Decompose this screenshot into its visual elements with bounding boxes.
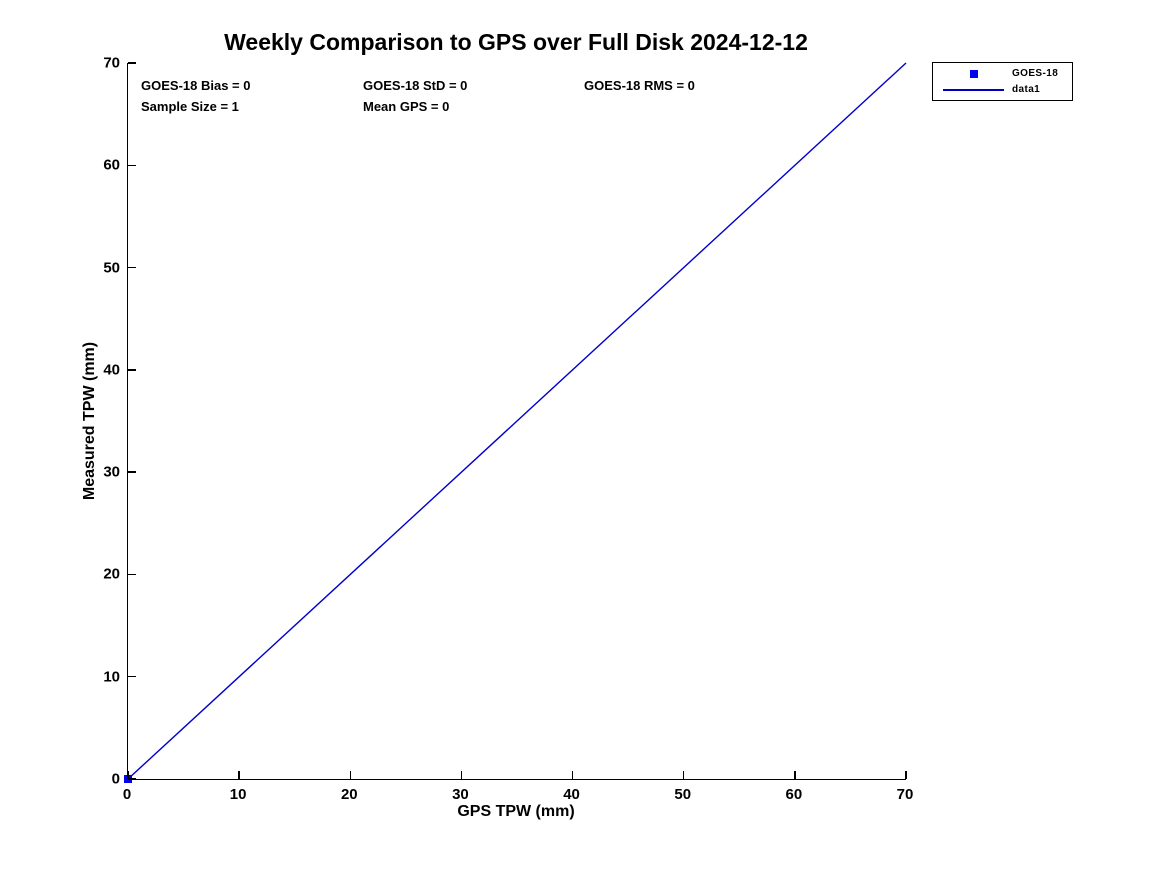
stat-annotation: GOES-18 StD = 0 [363,78,468,93]
y-tickmark [128,471,136,473]
y-tick-label: 50 [103,259,120,277]
x-tick-label: 50 [674,786,692,803]
square-marker-icon [969,69,978,78]
y-tickmark [128,675,136,678]
y-tickmark [128,62,136,64]
y-tick-labels: 0 10 20 30 40 50 60 70 [57,55,120,788]
line-sample-icon [943,88,1004,91]
y-tick-label: 70 [103,54,120,72]
y-tick-label: 10 [103,668,120,686]
y-tickmark [128,164,136,167]
plot-area: GOES-18 Bias = 0 GOES-18 StD = 0 GOES-18 R… [124,62,907,783]
y-tickmark [128,266,136,269]
x-tickmark [460,771,463,779]
x-tickmark [571,771,574,779]
x-tick-label: 20 [340,786,358,803]
legend-entry: data1 [933,82,1072,97]
x-tick-label: 60 [785,786,803,803]
stat-annotation: GOES-18 Bias = 0 [141,78,251,93]
y-tick-label: 40 [103,361,120,379]
chart-title: Weekly Comparison to GPS over Full Disk … [224,29,808,55]
y-tickmark [128,778,136,780]
x-axis-label: GPS TPW (mm) [457,803,575,820]
x-tick-label: 30 [452,786,469,803]
y-tick-label: 20 [103,565,120,583]
x-tickmark [905,771,907,779]
y-tick-label: 60 [103,156,120,174]
x-tickmark [794,771,796,779]
legend-entry-label: data1 [1012,84,1041,95]
x-tickmark [349,771,352,779]
y-tick-label: 0 [111,770,120,788]
x-tick-label: 0 [122,786,132,803]
plot-svg [124,62,907,783]
stat-annotation: Mean GPS = 0 [363,99,450,114]
stat-annotation: GOES-18 RMS = 0 [584,78,695,93]
y-axis-label: Measured TPW (mm) [81,341,98,501]
x-tick-label: 40 [563,786,580,803]
x-tickmark [127,771,129,779]
legend: GOES-18 data1 [932,62,1073,101]
y-tickmark [128,573,136,576]
x-tickmark [238,771,240,779]
legend-square-icon [943,69,1004,78]
legend-entry: GOES-18 [933,66,1072,81]
stat-annotation: Sample Size = 1 [141,99,239,114]
y-tickmark [128,369,136,371]
x-tick-label: 10 [229,786,247,803]
x-tick-label: 70 [896,786,914,803]
x-tick-labels: 0 10 20 30 40 50 60 70 [123,786,914,806]
series-line-data1 [127,62,907,780]
x-tickmark [682,771,685,779]
y-tick-label: 30 [103,463,120,481]
legend-entry-label: GOES-18 [1012,68,1059,79]
legend-line-icon [943,88,1004,91]
